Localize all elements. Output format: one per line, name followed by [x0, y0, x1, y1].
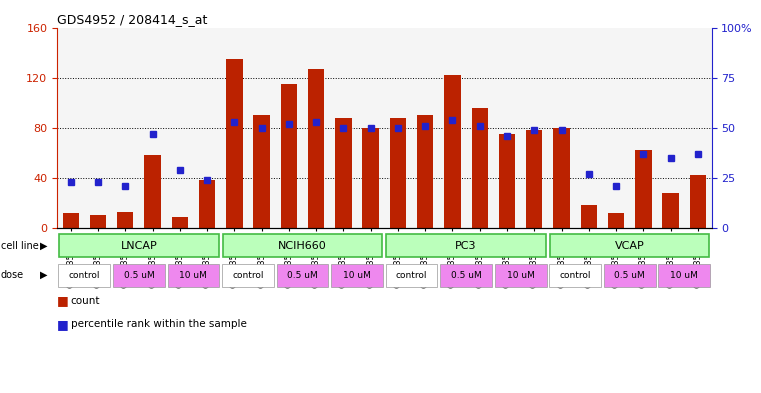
Bar — [90, 215, 106, 228]
Bar — [387, 234, 546, 257]
Bar — [635, 150, 651, 228]
Bar — [276, 264, 329, 286]
Text: GDS4952 / 208414_s_at: GDS4952 / 208414_s_at — [57, 13, 208, 26]
Bar — [59, 264, 110, 286]
Bar — [281, 84, 297, 228]
Bar — [117, 212, 133, 228]
Text: NCIH660: NCIH660 — [278, 241, 327, 251]
Text: dose: dose — [1, 270, 24, 280]
Bar — [603, 264, 656, 286]
Bar — [417, 115, 434, 228]
Text: ▶: ▶ — [40, 270, 48, 280]
Bar — [440, 264, 492, 286]
Text: percentile rank within the sample: percentile rank within the sample — [71, 319, 247, 329]
Bar — [553, 128, 570, 228]
Bar — [390, 118, 406, 228]
Text: ▶: ▶ — [40, 241, 48, 251]
Bar — [689, 175, 706, 228]
Text: 10 uM: 10 uM — [180, 271, 207, 279]
Text: 10 uM: 10 uM — [507, 271, 534, 279]
Text: 10 uM: 10 uM — [670, 271, 698, 279]
Bar — [549, 264, 601, 286]
Bar — [59, 234, 218, 257]
Bar — [581, 206, 597, 228]
Bar — [226, 59, 243, 228]
Bar — [145, 155, 161, 228]
Bar — [499, 134, 515, 228]
Bar — [362, 128, 379, 228]
Text: control: control — [232, 271, 264, 279]
Bar — [167, 264, 219, 286]
Bar — [308, 69, 324, 228]
Bar — [550, 234, 709, 257]
Text: count: count — [71, 296, 100, 306]
Bar — [62, 213, 79, 228]
Bar — [199, 180, 215, 228]
Text: control: control — [68, 271, 100, 279]
Bar — [495, 264, 546, 286]
Text: control: control — [559, 271, 591, 279]
Text: ■: ■ — [57, 318, 68, 331]
Text: VCAP: VCAP — [615, 241, 645, 251]
Bar — [386, 264, 438, 286]
Bar — [113, 264, 165, 286]
Text: 0.5 uM: 0.5 uM — [614, 271, 645, 279]
Bar — [658, 264, 710, 286]
Bar — [662, 193, 679, 228]
Text: 10 uM: 10 uM — [343, 271, 371, 279]
Bar — [335, 118, 352, 228]
Bar — [223, 234, 382, 257]
Bar — [444, 75, 460, 228]
Bar — [172, 217, 188, 228]
Text: ■: ■ — [57, 294, 68, 307]
Bar — [608, 213, 624, 228]
Bar — [331, 264, 383, 286]
Bar — [253, 115, 269, 228]
Text: 0.5 uM: 0.5 uM — [123, 271, 154, 279]
Bar — [222, 264, 274, 286]
Text: PC3: PC3 — [455, 241, 477, 251]
Text: cell line: cell line — [1, 241, 39, 251]
Text: 0.5 uM: 0.5 uM — [287, 271, 318, 279]
Bar — [472, 108, 488, 228]
Bar — [526, 130, 543, 228]
Text: 0.5 uM: 0.5 uM — [451, 271, 482, 279]
Text: LNCAP: LNCAP — [120, 241, 158, 251]
Text: control: control — [396, 271, 428, 279]
